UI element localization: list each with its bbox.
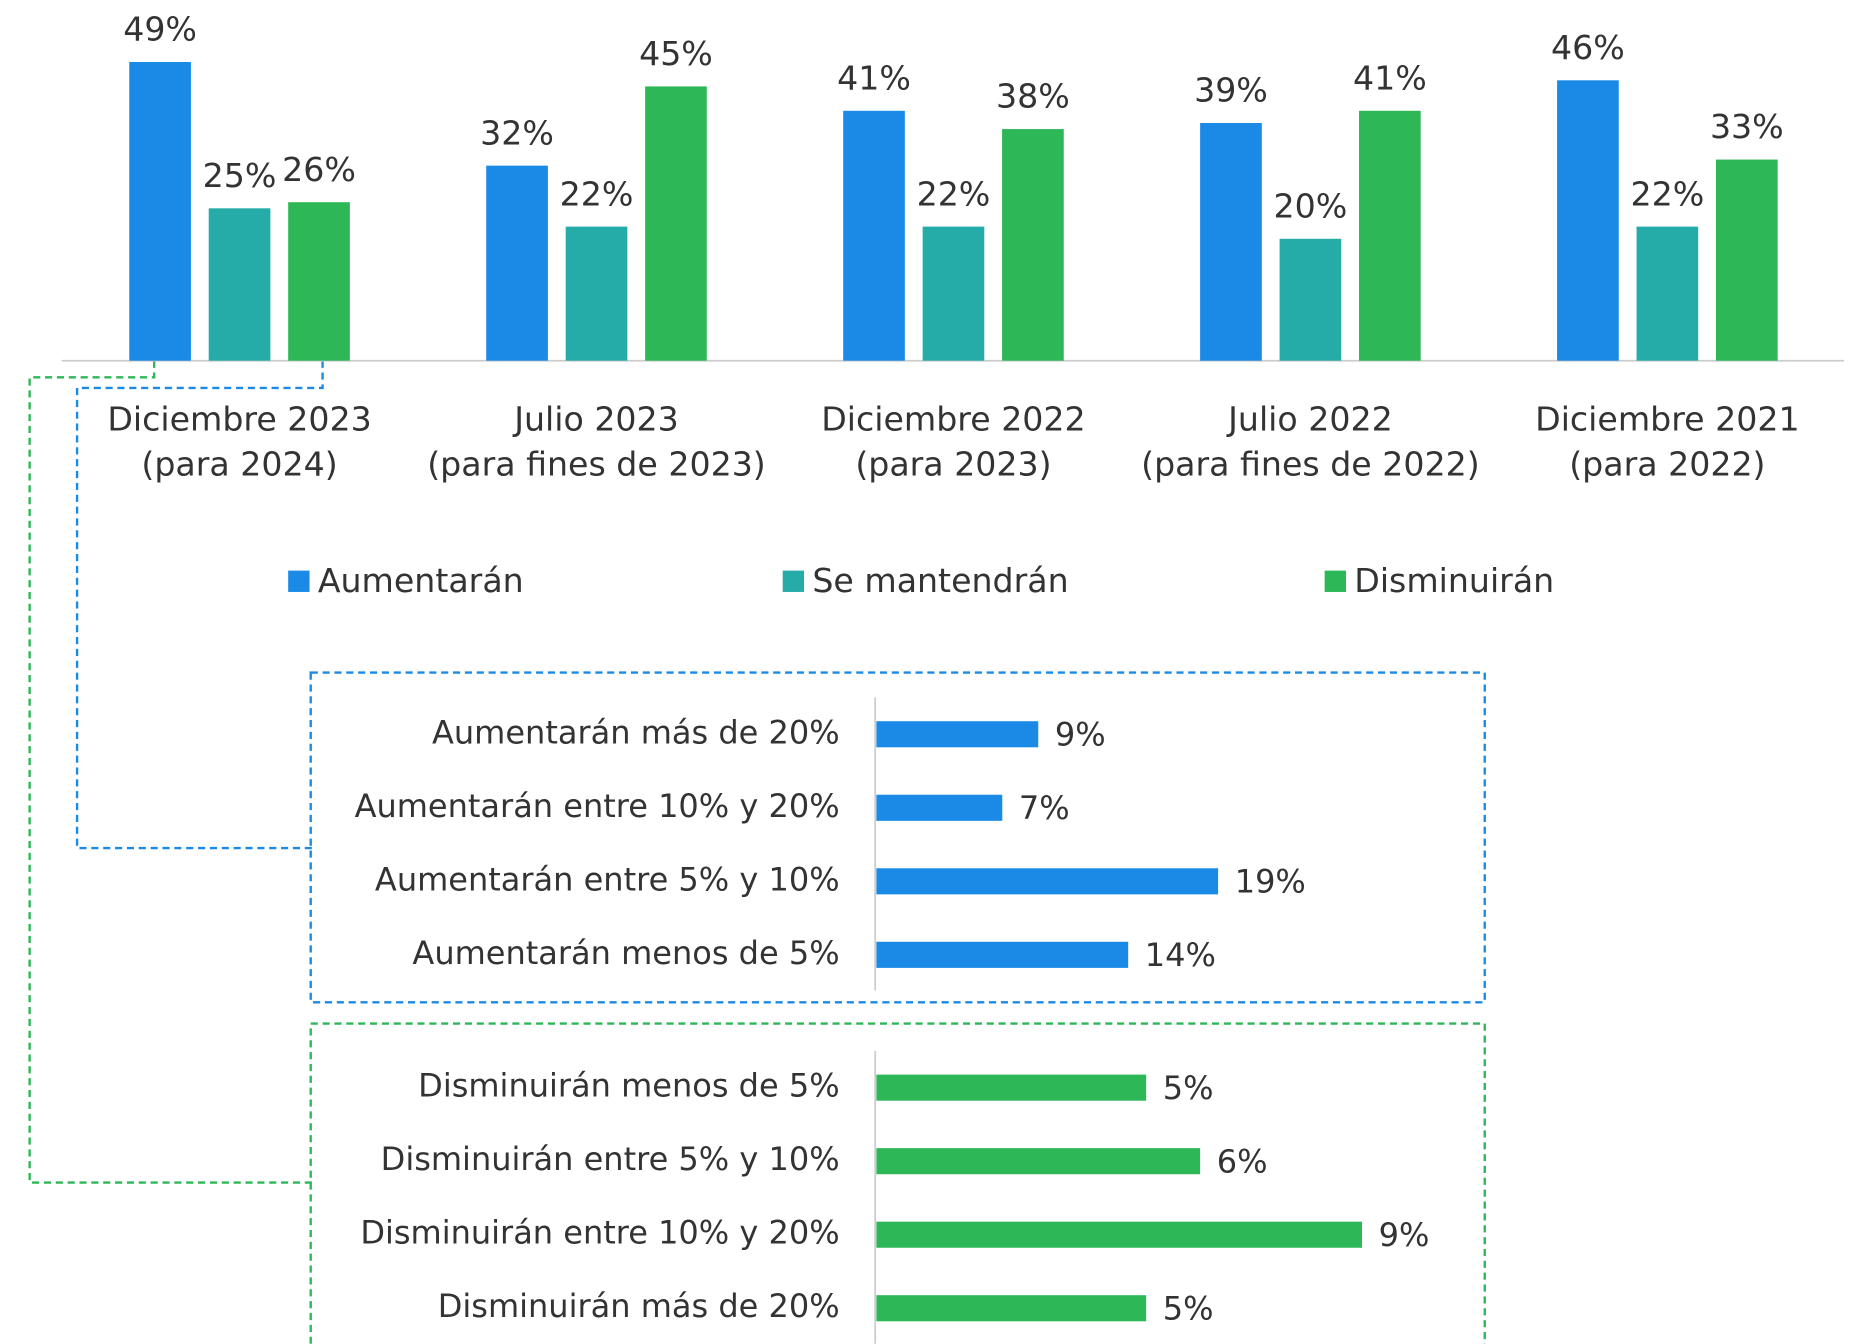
- data-label: 22%: [1630, 174, 1704, 213]
- bar: [1279, 238, 1342, 361]
- blue-connector: [75, 360, 324, 850]
- y-tick-label: Aumentarán más de 20%: [432, 713, 840, 751]
- data-label: 22%: [917, 174, 991, 213]
- bar: [1636, 226, 1699, 361]
- y-tick-label: Disminuirán entre 5% y 10%: [381, 1140, 840, 1178]
- data-label: 14%: [1145, 936, 1216, 974]
- data-label: 49%: [123, 10, 197, 49]
- data-label: 26%: [282, 150, 356, 189]
- data-label: 46%: [1551, 28, 1625, 67]
- x-tick-label: Julio 2022: [1226, 400, 1393, 439]
- legend-label: Disminuirán: [1354, 561, 1554, 600]
- bar: [565, 226, 628, 361]
- x-tick-label: (para fines de 2022): [1141, 445, 1480, 484]
- x-tick-label: Diciembre 2022: [821, 400, 1085, 439]
- legend-swatch: [1324, 570, 1346, 592]
- x-tick-label: Julio 2023: [512, 400, 679, 439]
- bar: [129, 62, 191, 361]
- x-tick-label: Diciembre 2023: [107, 400, 371, 439]
- x-tick-label: Diciembre 2021: [1535, 400, 1799, 439]
- data-label: 22%: [560, 174, 634, 213]
- data-label: 45%: [639, 34, 713, 73]
- bar: [876, 1295, 1147, 1322]
- bar: [288, 202, 350, 361]
- y-tick-label: Aumentarán menos de 5%: [412, 934, 839, 972]
- data-label: 9%: [1379, 1216, 1430, 1254]
- bar: [1557, 80, 1619, 361]
- data-label: 32%: [480, 113, 554, 152]
- data-label: 33%: [1710, 107, 1784, 146]
- blue-box: [309, 671, 1486, 1004]
- data-label: 20%: [1274, 186, 1348, 225]
- x-tick-label: (para 2023): [855, 445, 1051, 484]
- data-label: 7%: [1019, 789, 1070, 827]
- bar: [876, 868, 1219, 895]
- y-tick-label: Disminuirán entre 10% y 20%: [360, 1214, 839, 1252]
- data-label: 5%: [1163, 1290, 1214, 1328]
- bar: [922, 226, 985, 361]
- green-connector: [28, 360, 312, 1184]
- y-tick-label: Aumentarán entre 5% y 10%: [375, 860, 840, 898]
- data-label: 39%: [1194, 71, 1268, 110]
- bar: [486, 165, 548, 361]
- y-tick-label: Disminuirán menos de 5%: [418, 1067, 839, 1105]
- data-label: 41%: [1353, 58, 1427, 97]
- bar: [843, 110, 905, 361]
- bar: [876, 941, 1129, 968]
- bar: [1002, 129, 1064, 361]
- data-label: 9%: [1055, 716, 1106, 754]
- legend-label: Se mantendrán: [812, 561, 1068, 600]
- bar: [876, 794, 1003, 821]
- bar: [1715, 159, 1778, 361]
- bar: [876, 1221, 1363, 1248]
- data-label: 6%: [1217, 1143, 1268, 1181]
- data-label: 41%: [837, 58, 911, 97]
- y-tick-label: Disminuirán más de 20%: [438, 1287, 840, 1325]
- y-tick-label: Aumentarán entre 10% y 20%: [355, 787, 840, 825]
- green-box: [309, 1022, 1486, 1344]
- legend-swatch: [288, 570, 310, 592]
- legend-label: Aumentarán: [318, 561, 524, 600]
- bar: [876, 1074, 1147, 1101]
- legend-swatch: [782, 570, 805, 592]
- bar: [876, 721, 1039, 748]
- data-label: 5%: [1163, 1069, 1214, 1107]
- bar: [645, 86, 707, 361]
- bar: [1200, 122, 1262, 361]
- x-tick-label: (para fines de 2023): [427, 445, 766, 484]
- bar: [1359, 110, 1421, 361]
- bar: [876, 1148, 1201, 1175]
- bar: [208, 208, 271, 361]
- data-label: 25%: [203, 156, 277, 195]
- data-label: 38%: [996, 77, 1070, 116]
- x-tick-label: (para 2022): [1569, 445, 1765, 484]
- x-tick-label: (para 2024): [141, 445, 337, 484]
- connectors: [28, 360, 1486, 1344]
- data-label: 19%: [1235, 863, 1306, 901]
